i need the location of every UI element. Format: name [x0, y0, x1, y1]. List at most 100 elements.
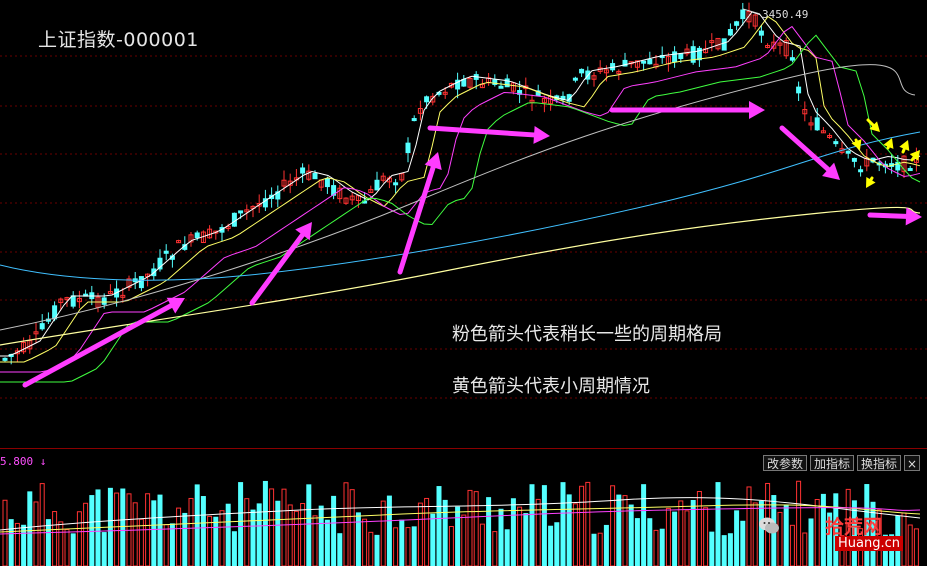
candle-body — [510, 82, 516, 92]
candle-body — [188, 234, 194, 243]
kline-chart[interactable] — [0, 0, 927, 448]
ma-line-yellow — [0, 15, 921, 363]
change-params-button[interactable]: 改参数 — [763, 455, 807, 471]
candle-body — [324, 178, 330, 188]
volume-bar — [58, 521, 64, 566]
volume-bar — [275, 500, 281, 566]
candle-body — [76, 297, 82, 303]
volume-bar — [721, 535, 727, 566]
volume-bar — [436, 486, 442, 566]
candle-body — [690, 46, 696, 63]
volume-bar — [269, 488, 275, 566]
candle-body — [58, 298, 64, 304]
volume-bar — [789, 524, 795, 566]
volume-bar — [405, 527, 411, 566]
volume-bar — [455, 506, 461, 566]
switch-indicator-button[interactable]: 换指标 — [857, 455, 901, 471]
volume-bar — [138, 518, 144, 566]
candle-body — [579, 68, 585, 74]
candle-body — [176, 240, 182, 244]
pink-arrow — [779, 125, 840, 180]
volume-bar — [448, 525, 454, 566]
candle-body — [349, 195, 355, 201]
candle-body — [622, 59, 628, 67]
volume-bar — [653, 529, 659, 566]
volume-bar — [907, 524, 913, 566]
candle-body — [393, 182, 399, 186]
pink-arrow — [22, 297, 185, 388]
volume-bar — [572, 503, 578, 566]
volume-chart — [0, 480, 921, 566]
volume-bar — [913, 528, 919, 566]
volume-bar — [225, 503, 231, 566]
candle-body — [337, 187, 343, 200]
volume-bar — [684, 510, 690, 566]
volume-bar — [727, 533, 733, 566]
volume-bar — [678, 500, 684, 566]
candle-body — [783, 40, 789, 57]
candle-body — [2, 357, 8, 361]
close-icon[interactable]: × — [904, 455, 920, 471]
yellow-arrow — [866, 118, 880, 132]
candle-body — [306, 170, 312, 180]
candle-body — [417, 108, 423, 114]
volume-bar — [541, 485, 547, 566]
arrow-shaft — [779, 125, 831, 172]
volume-bar — [802, 532, 808, 566]
arrow-shaft — [427, 125, 537, 138]
candle-body — [789, 57, 795, 61]
candle-body — [448, 82, 454, 88]
volume-bar — [83, 502, 89, 566]
yellow-arrow — [899, 140, 910, 154]
volume-bar — [610, 485, 616, 566]
volume-bar — [120, 488, 126, 566]
volume-value: 5.800 ↓ — [0, 455, 47, 468]
candle-body — [684, 48, 690, 55]
candle-body — [715, 37, 721, 50]
volume-bar — [430, 513, 436, 566]
volume-bar — [641, 484, 647, 566]
volume-bar — [690, 499, 696, 566]
volume-bar — [151, 500, 157, 566]
candle-body — [430, 95, 436, 103]
volume-bar — [70, 533, 76, 566]
arrow-head — [905, 207, 922, 226]
watermark-site: 拾荒网 — [825, 516, 883, 538]
volume-bar — [597, 532, 603, 566]
volume-bar — [306, 484, 312, 566]
arrow-head — [295, 222, 312, 241]
add-indicator-button[interactable]: 加指标 — [810, 455, 854, 471]
candle-body — [411, 118, 417, 122]
volume-bar — [33, 501, 39, 566]
candle-body — [634, 60, 640, 68]
candle-body — [275, 191, 281, 200]
candle-body — [231, 212, 237, 227]
volume-bar — [411, 526, 417, 566]
volume-bar — [709, 531, 715, 566]
volume-bar — [814, 499, 820, 566]
volume-bar — [89, 495, 95, 566]
candle-body — [39, 323, 45, 330]
candle-body — [374, 179, 380, 191]
yellow-arrow — [909, 150, 920, 162]
volume-bar — [380, 500, 386, 566]
volume-bar — [492, 531, 498, 566]
candle-body — [126, 278, 132, 288]
candle-body — [262, 198, 268, 208]
volume-bar — [517, 506, 523, 566]
volume-bar — [647, 518, 653, 566]
volume-bar — [579, 485, 585, 566]
peak-marker — [742, 8, 761, 15]
arrow-shaft — [867, 212, 909, 219]
volume-bar — [281, 488, 287, 566]
candle-body — [107, 291, 113, 295]
volume-bar — [417, 502, 423, 566]
volume-bar — [734, 510, 740, 566]
volume-bar — [101, 532, 107, 566]
candle-body — [300, 167, 306, 174]
volume-bar — [665, 507, 671, 566]
volume-bar — [132, 502, 138, 566]
volume-bar — [262, 480, 268, 566]
volume-bar — [8, 519, 14, 566]
volume-bar — [529, 484, 535, 566]
